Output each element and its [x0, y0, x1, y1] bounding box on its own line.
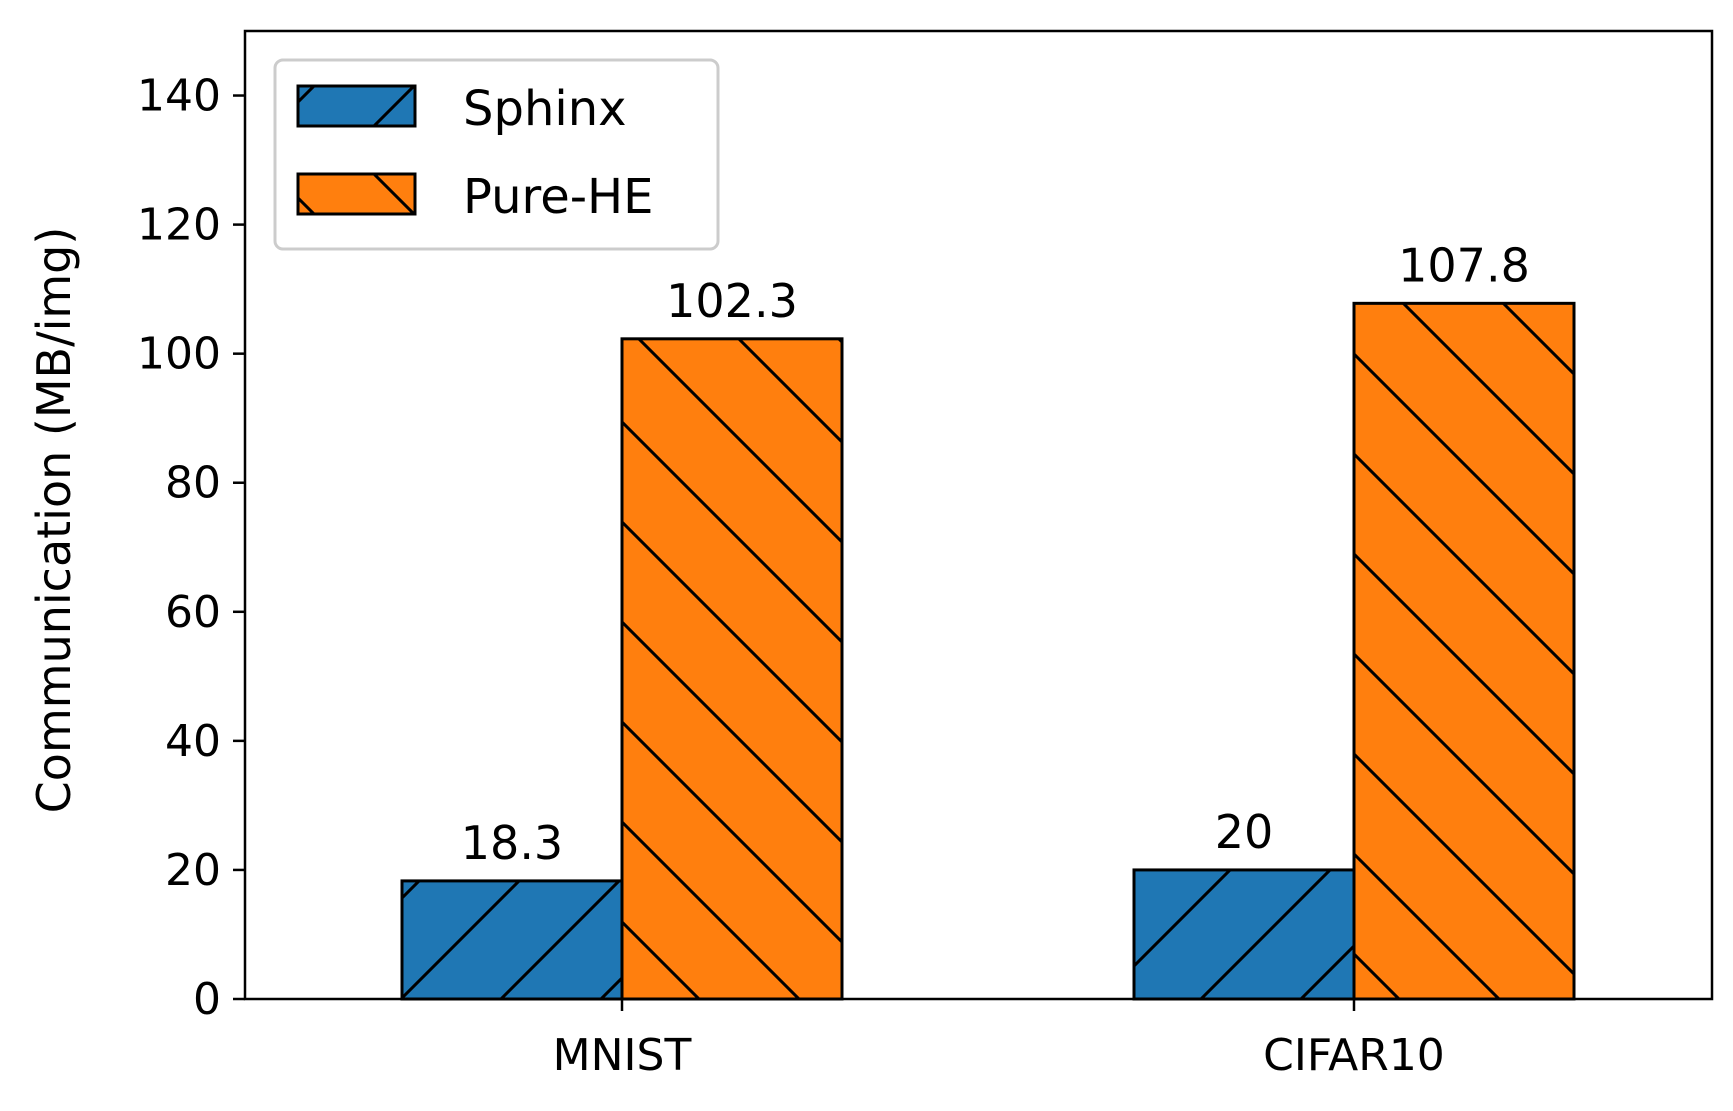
legend-swatch-sphinx-hatch [296, 84, 417, 128]
value-label-pure-he-cifar10: 107.8 [1398, 238, 1530, 292]
x-tick-label-cifar10: CIFAR10 [1263, 1030, 1445, 1081]
y-tick-label-100: 100 [137, 329, 221, 380]
y-tick-label-20: 20 [165, 845, 221, 896]
legend-label-pure-he: Pure-HE [463, 169, 653, 225]
value-label-sphinx-cifar10: 20 [1215, 805, 1274, 859]
x-tick-label-mnist: MNIST [553, 1030, 692, 1081]
legend-swatch-pure-he-hatch [296, 172, 417, 216]
y-tick-label-140: 140 [137, 71, 221, 122]
y-axis-label: Communication (MB/img) [27, 227, 81, 814]
y-axis: 0 20 40 60 80 100 120 140 [137, 71, 245, 1025]
y-tick-label-120: 120 [137, 200, 221, 251]
bars-group [400, 301, 1576, 1001]
y-tick-label-80: 80 [165, 458, 221, 509]
y-tick-label-0: 0 [193, 974, 221, 1025]
x-axis: MNIST CIFAR10 [553, 999, 1445, 1081]
value-label-pure-he-mnist: 102.3 [666, 274, 798, 328]
legend: Sphinx Pure-HE [273, 58, 720, 251]
bar-hatch-sphinx-cifar10 [1132, 868, 1356, 1001]
plot-frame [243, 29, 1714, 1001]
value-label-sphinx-mnist: 18.3 [461, 816, 563, 870]
value-labels-group: 18.3 20 102.3 107.8 [461, 238, 1530, 870]
y-tick-label-40: 40 [165, 716, 221, 767]
y-tick-label-60: 60 [165, 587, 221, 638]
bar-hatch-pure-he-mnist [620, 337, 844, 1001]
bar-hatch-sphinx-mnist [400, 879, 624, 1001]
legend-label-sphinx: Sphinx [463, 81, 627, 137]
bar-hatch-pure-he-cifar10 [1352, 301, 1576, 1001]
